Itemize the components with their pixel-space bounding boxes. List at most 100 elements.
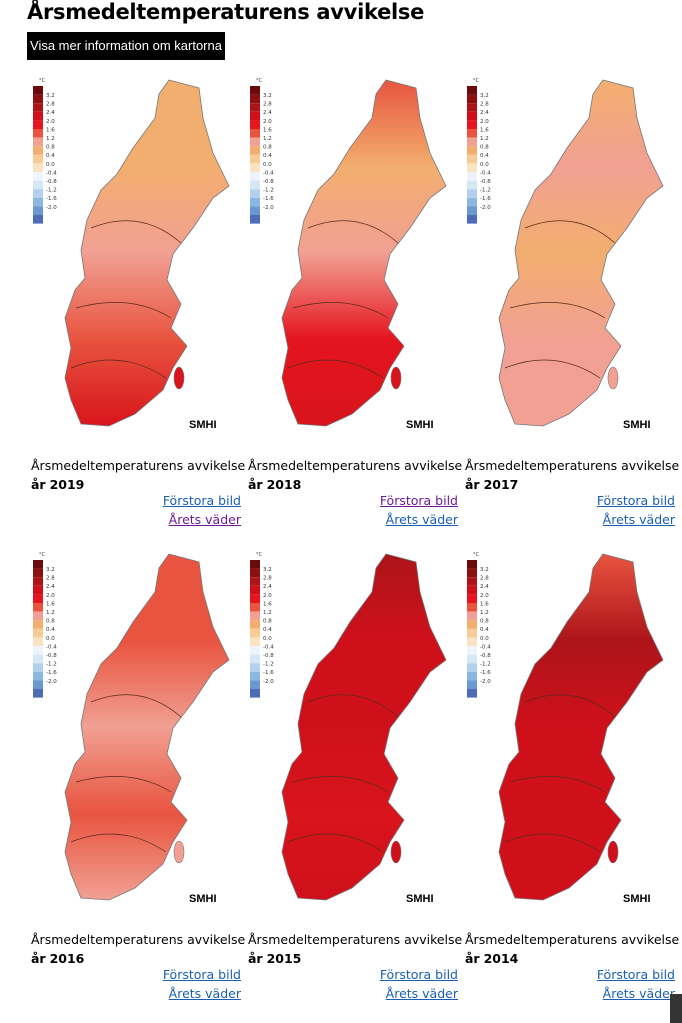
isoline bbox=[524, 220, 616, 244]
legend-label: 3.2 bbox=[46, 93, 55, 99]
map-caption: Årsmedeltemperaturens avvikelse bbox=[248, 458, 463, 473]
temperature-map-2015[interactable]: °C 3.2 2.8 2.4 2.0 1.6 1.2 0.8 0.4 0.0 -0.4 -0.8 -1.… bbox=[248, 552, 458, 922]
legend-swatch bbox=[467, 620, 477, 629]
year-weather-link[interactable]: Årets väder bbox=[385, 512, 458, 527]
isoline bbox=[292, 776, 389, 793]
legend-swatch bbox=[467, 120, 477, 129]
isoline bbox=[90, 220, 182, 244]
more-info-button[interactable]: Visa mer information om kartorna bbox=[27, 32, 225, 60]
legend-label: -2.0 bbox=[46, 205, 57, 211]
temperature-map-2019[interactable]: °C 3.2 2.8 2.4 2.0 1.6 1.2 0.8 0.4 0.0 -0.4 -0.8 -1.… bbox=[31, 78, 241, 448]
legend-swatch bbox=[250, 129, 260, 138]
legend-label: 2.0 bbox=[263, 119, 272, 125]
legend-label: 0.8 bbox=[46, 145, 55, 151]
legend-label: 1.2 bbox=[46, 136, 55, 142]
legend-swatch bbox=[250, 206, 260, 215]
isoline bbox=[70, 833, 167, 853]
legend-swatch bbox=[467, 637, 477, 646]
legend-swatch bbox=[467, 154, 477, 164]
temperature-map-2018[interactable]: °C 3.2 2.8 2.4 2.0 1.6 1.2 0.8 0.4 0.0 -0.4 -0.8 -1.… bbox=[248, 78, 458, 448]
legend-swatch bbox=[467, 594, 477, 603]
legend-swatch bbox=[33, 689, 43, 698]
legend-swatch bbox=[467, 611, 477, 621]
legend-swatch bbox=[250, 94, 260, 104]
legend-swatch bbox=[33, 568, 43, 578]
legend-label: -1.6 bbox=[263, 670, 274, 676]
isoline bbox=[287, 833, 384, 853]
enlarge-image-link[interactable]: Förstora bild bbox=[596, 493, 675, 508]
isoline bbox=[75, 302, 172, 319]
legend-swatch bbox=[33, 120, 43, 129]
isoline bbox=[292, 302, 389, 319]
year-weather-link[interactable]: Årets väder bbox=[602, 512, 675, 527]
legend-swatch bbox=[250, 637, 260, 646]
year-weather-link[interactable]: Årets väder bbox=[385, 986, 458, 1001]
legend-label: -2.0 bbox=[480, 205, 491, 211]
legend-swatch bbox=[33, 129, 43, 138]
map-year: år 2018 bbox=[248, 477, 301, 492]
temperature-map-2017[interactable]: °C 3.2 2.8 2.4 2.0 1.6 1.2 0.8 0.4 0.0 -0.4 -0.8 -1.… bbox=[465, 78, 675, 448]
smhi-logo: SMHI bbox=[623, 893, 651, 905]
map-caption: Årsmedeltemperaturens avvikelse bbox=[31, 932, 246, 947]
legend-label: -0.8 bbox=[263, 179, 274, 185]
legend-swatch bbox=[467, 111, 477, 121]
year-prefix: år bbox=[248, 951, 263, 966]
legend-label: 0.0 bbox=[263, 162, 272, 168]
legend-swatch bbox=[467, 103, 477, 112]
legend-swatch bbox=[467, 163, 477, 172]
temperature-map-2016[interactable]: °C 3.2 2.8 2.4 2.0 1.6 1.2 0.8 0.4 0.0 -0.4 -0.8 -1.… bbox=[31, 552, 241, 922]
legend-swatch bbox=[33, 603, 43, 612]
map-caption: Årsmedeltemperaturens avvikelse bbox=[31, 458, 246, 473]
legend-label: 0.0 bbox=[480, 636, 489, 642]
gotland-island bbox=[390, 366, 402, 390]
legend-swatch bbox=[467, 129, 477, 138]
scrollbar-thumb[interactable] bbox=[670, 994, 682, 1023]
enlarge-image-link[interactable]: Förstora bild bbox=[379, 967, 458, 982]
map-year: år 2016 bbox=[31, 951, 84, 966]
legend-swatch bbox=[250, 111, 260, 121]
legend-swatch bbox=[467, 577, 477, 586]
legend-label: -0.4 bbox=[263, 170, 274, 176]
legend-label: 1.2 bbox=[263, 610, 272, 616]
isoline bbox=[70, 359, 167, 379]
smhi-logo: SMHI bbox=[623, 419, 651, 431]
legend-swatch bbox=[33, 172, 43, 181]
enlarge-image-link[interactable]: Förstora bild bbox=[596, 967, 675, 982]
legend-swatch bbox=[250, 172, 260, 181]
map-caption: Årsmedeltemperaturens avvikelse bbox=[465, 932, 680, 947]
enlarge-image-link[interactable]: Förstora bild bbox=[379, 493, 458, 508]
year-weather-link[interactable]: Årets väder bbox=[602, 986, 675, 1001]
isoline bbox=[524, 694, 616, 718]
legend-label: 1.6 bbox=[480, 127, 489, 133]
year-weather-link[interactable]: Årets väder bbox=[168, 512, 241, 527]
legend-label: 0.4 bbox=[46, 153, 55, 159]
gotland-island bbox=[607, 366, 619, 390]
legend-label: 2.4 bbox=[480, 110, 489, 116]
year-prefix: år bbox=[248, 477, 263, 492]
legend-swatch bbox=[33, 94, 43, 104]
legend-swatch bbox=[33, 680, 43, 689]
legend-swatch bbox=[33, 111, 43, 121]
year-weather-link[interactable]: Årets väder bbox=[168, 986, 241, 1001]
legend-label: -1.2 bbox=[480, 188, 491, 194]
legend-swatch bbox=[250, 603, 260, 612]
year-prefix: år bbox=[31, 951, 46, 966]
temperature-map-2014[interactable]: °C 3.2 2.8 2.4 2.0 1.6 1.2 0.8 0.4 0.0 -0.4 -0.8 -1.… bbox=[465, 552, 675, 922]
legend-swatch bbox=[467, 560, 477, 569]
legend-swatch bbox=[33, 671, 43, 681]
gotland-island bbox=[173, 366, 185, 390]
enlarge-image-link[interactable]: Förstora bild bbox=[162, 967, 241, 982]
legend-label: -0.4 bbox=[263, 644, 274, 650]
legend-label: -0.4 bbox=[480, 644, 491, 650]
legend-swatch bbox=[250, 646, 260, 655]
legend-label: 0.4 bbox=[480, 627, 489, 633]
legend-swatch bbox=[467, 137, 477, 147]
legend-unit: °C bbox=[473, 78, 480, 84]
page-title: Årsmedeltemperaturens avvikelse bbox=[27, 0, 425, 24]
legend-label: -1.2 bbox=[263, 662, 274, 668]
enlarge-image-link[interactable]: Förstora bild bbox=[162, 493, 241, 508]
legend-swatch bbox=[250, 180, 260, 190]
legend-label: 1.2 bbox=[480, 610, 489, 616]
legend-swatch bbox=[467, 646, 477, 655]
isoline bbox=[307, 220, 399, 244]
